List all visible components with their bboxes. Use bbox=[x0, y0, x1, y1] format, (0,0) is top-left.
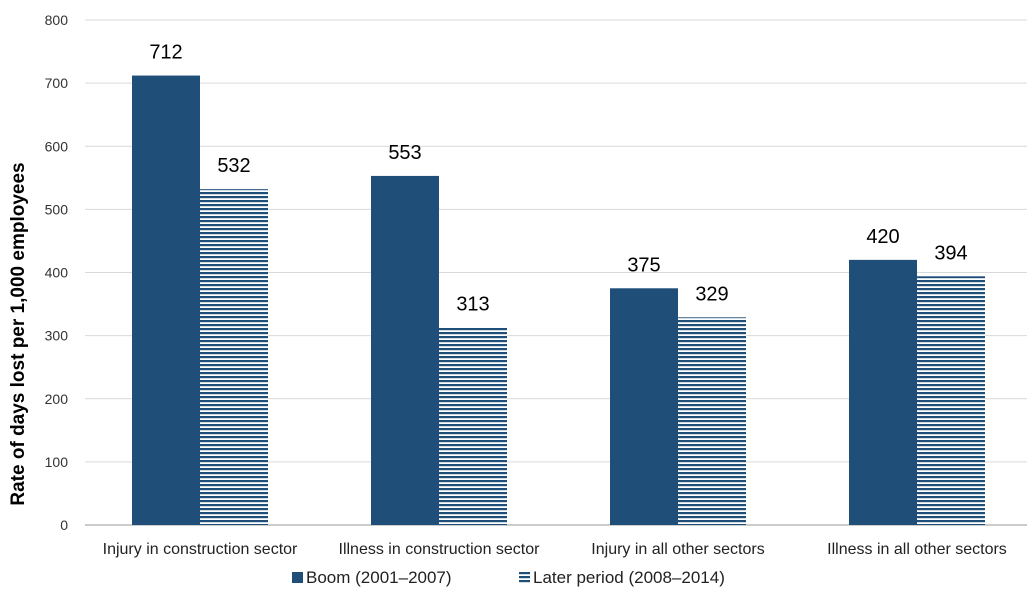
y-tick-label: 800 bbox=[45, 12, 69, 28]
legend-swatch bbox=[519, 572, 530, 583]
legend: Boom (2001–2007) Later period (2008–2014) bbox=[292, 568, 725, 587]
y-tick-label: 100 bbox=[45, 454, 69, 470]
y-tick-label: 600 bbox=[45, 138, 69, 154]
x-category-label: Illness in construction sector bbox=[339, 541, 541, 558]
legend-label: Boom (2001–2007) bbox=[306, 568, 452, 587]
data-label: 532 bbox=[217, 155, 250, 177]
bar-boom bbox=[849, 259, 917, 525]
bar-later bbox=[439, 327, 507, 525]
y-tick-label: 400 bbox=[45, 265, 69, 281]
bar-boom bbox=[610, 288, 678, 525]
bars bbox=[132, 75, 985, 526]
bar-later bbox=[200, 189, 268, 526]
x-axis-categories: Injury in construction sector Illness in … bbox=[103, 541, 1007, 558]
legend-label: Later period (2008–2014) bbox=[533, 568, 725, 587]
data-labels: 712 532 553 313 375 329 420 394 bbox=[149, 42, 967, 316]
data-label: 712 bbox=[149, 42, 182, 64]
y-tick-label: 300 bbox=[45, 328, 69, 344]
y-tick-label: 700 bbox=[45, 75, 69, 91]
y-tick-label: 500 bbox=[45, 201, 69, 217]
data-label: 313 bbox=[456, 293, 489, 315]
x-category-label: Injury in construction sector bbox=[103, 541, 298, 558]
bar-boom bbox=[371, 175, 439, 525]
data-label: 375 bbox=[627, 254, 660, 276]
y-axis-label: Rate of days lost per 1,000 employees bbox=[8, 162, 29, 505]
y-tick-label: 0 bbox=[60, 517, 68, 533]
data-label: 420 bbox=[866, 226, 899, 248]
x-category-label: Illness in all other sectors bbox=[827, 541, 1007, 558]
data-label: 553 bbox=[388, 142, 421, 164]
bar-later bbox=[678, 317, 746, 525]
x-category-label: Injury in all other sectors bbox=[591, 541, 764, 558]
data-label: 394 bbox=[934, 242, 967, 264]
bar-boom bbox=[132, 75, 200, 526]
data-label: 329 bbox=[695, 283, 728, 305]
bar-later bbox=[917, 276, 985, 525]
y-axis-ticks: 0 100 200 300 400 500 600 700 800 bbox=[45, 12, 69, 533]
legend-swatch bbox=[292, 572, 303, 583]
y-tick-label: 200 bbox=[45, 391, 69, 407]
